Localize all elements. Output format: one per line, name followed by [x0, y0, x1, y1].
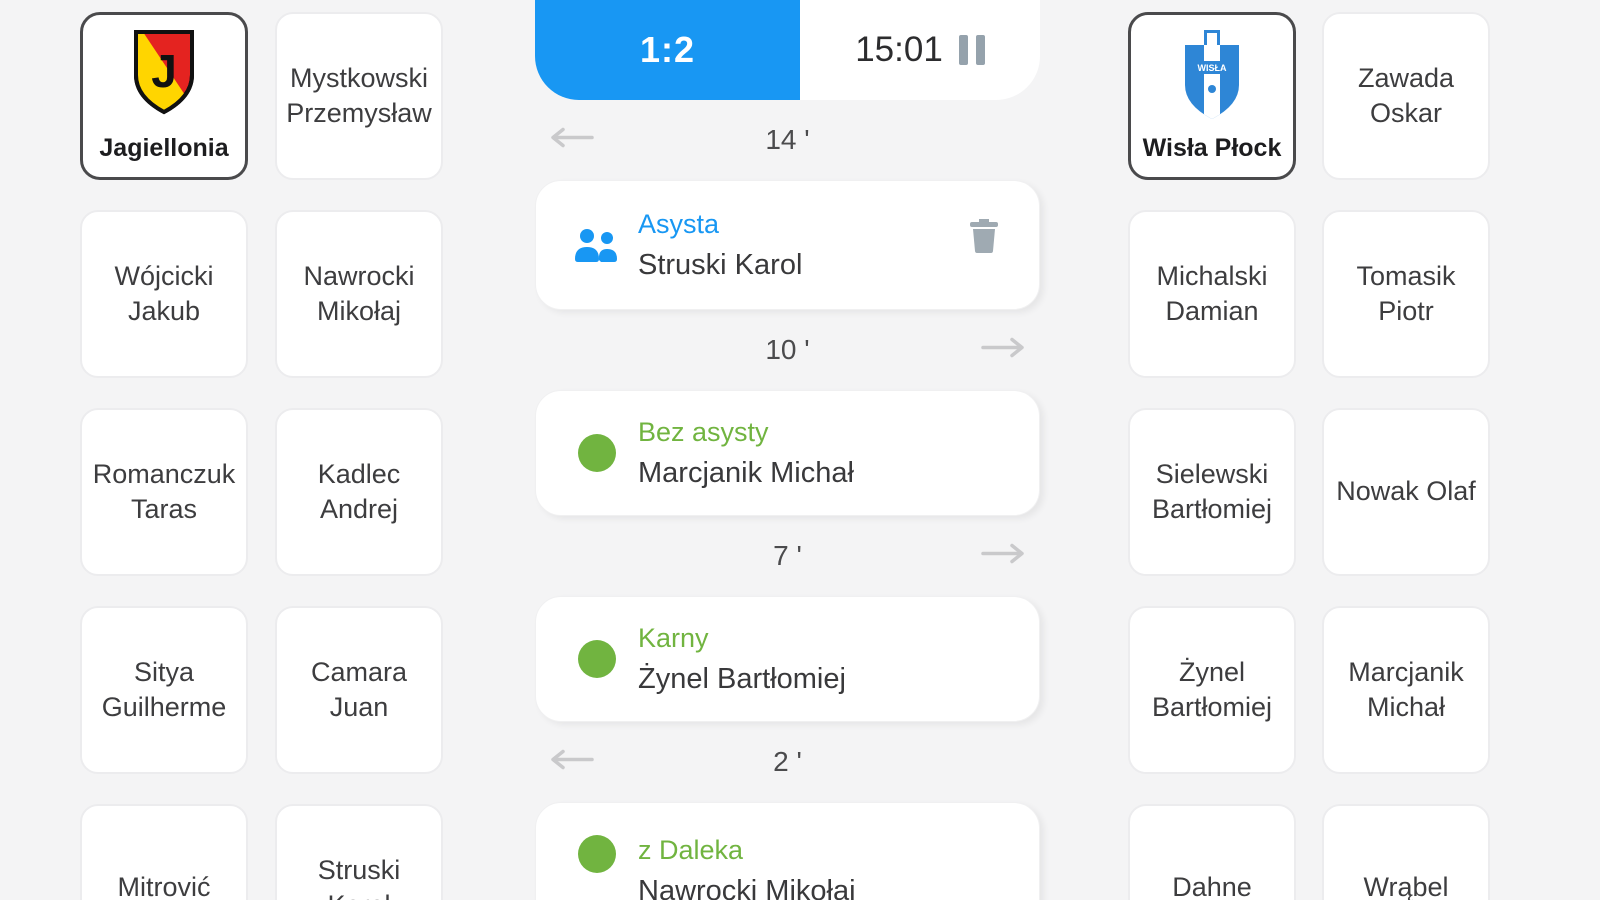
player-card[interactable]: Zawada Oskar: [1322, 12, 1490, 180]
player-card[interactable]: Michalski Damian: [1128, 210, 1296, 378]
player-name: Wójcicki Jakub: [114, 260, 214, 326]
score-value: 1:2: [639, 29, 696, 70]
home-team-panel: J Jagiellonia Mystkowski Przemysław Wójci…: [80, 12, 443, 900]
pause-icon[interactable]: [958, 35, 985, 65]
player-card[interactable]: Dahne: [1128, 804, 1296, 900]
svg-text:WISŁA: WISŁA: [1198, 63, 1227, 73]
event-timeline: 14 ' Asysta Struski Karol 10 ' Bez asysty M…: [535, 100, 1040, 900]
minute-row: 2 ': [535, 722, 1040, 802]
player-card[interactable]: Kadlec Andrej: [275, 408, 443, 576]
event-minute: 14 ': [765, 124, 810, 155]
score-tab[interactable]: 1:2: [535, 0, 800, 100]
minute-row: 7 ': [535, 516, 1040, 596]
player-name: Mystkowski Przemysław: [286, 62, 432, 128]
player-name: Romanczuk Taras: [92, 458, 236, 524]
player-card[interactable]: Sielewski Bartłomiej: [1128, 408, 1296, 576]
event-minute: 2 ': [773, 746, 802, 777]
player-name: Żynel Bartłomiej: [1151, 656, 1273, 722]
timer-tab[interactable]: 15:01: [800, 0, 1040, 100]
player-card[interactable]: Camara Juan: [275, 606, 443, 774]
player-card[interactable]: Sitya Guilherme: [80, 606, 248, 774]
away-team-panel: WISŁA Wisła Płock Zawada Oskar Michalski …: [1128, 12, 1490, 900]
event-type-label: Asysta: [638, 208, 720, 239]
event-player-name: Żynel Bartłomiej: [638, 662, 846, 695]
away-team-card[interactable]: WISŁA Wisła Płock: [1128, 12, 1296, 180]
player-card[interactable]: Tomasik Piotr: [1322, 210, 1490, 378]
minute-row: 14 ': [535, 100, 1040, 180]
arrow-right-icon[interactable]: [980, 337, 1026, 364]
goal-icon: [568, 640, 626, 678]
assist-icon: [568, 227, 626, 263]
event-player-name: Marcjanik Michał: [638, 456, 854, 489]
away-team-logo-icon: WISŁA: [1180, 29, 1244, 130]
event-type-label: Karny: [638, 622, 709, 653]
home-team-card[interactable]: J Jagiellonia: [80, 12, 248, 180]
event-minute: 7 ': [773, 540, 802, 571]
player-name: Marcjanik Michał: [1348, 656, 1464, 722]
player-card[interactable]: Żynel Bartłomiej: [1128, 606, 1296, 774]
event-player-name: Nawrocki Mikołaj: [638, 875, 856, 900]
player-name: Nawrocki Mikołaj: [303, 260, 415, 326]
player-card[interactable]: Mitrović: [80, 804, 248, 900]
player-card[interactable]: Romanczuk Taras: [80, 408, 248, 576]
player-card[interactable]: Mystkowski Przemysław: [275, 12, 443, 180]
player-name: Nowak Olaf: [1336, 476, 1476, 507]
event-card[interactable]: Bez asysty Marcjanik Michał: [535, 390, 1040, 516]
minute-row: 10 ': [535, 310, 1040, 390]
player-card[interactable]: Wójcicki Jakub: [80, 210, 248, 378]
svg-text:J: J: [151, 45, 177, 97]
player-name: Camara Juan: [310, 656, 408, 722]
event-card[interactable]: Asysta Struski Karol: [535, 180, 1040, 310]
arrow-left-icon[interactable]: [549, 127, 595, 154]
player-card[interactable]: Wrąbel: [1322, 804, 1490, 900]
event-type-label: z Daleka: [638, 835, 744, 865]
scoreboard: 1:2 15:01: [535, 0, 1040, 100]
trash-icon: [969, 219, 999, 256]
player-name: Michalski Damian: [1156, 260, 1268, 326]
away-team-name: Wisła Płock: [1142, 134, 1282, 163]
goal-icon: [568, 434, 626, 472]
event-card[interactable]: z Daleka Nawrocki Mikołaj: [535, 802, 1040, 900]
player-name: Zawada Oskar: [1357, 62, 1455, 128]
player-name: Struski Karol: [317, 854, 401, 900]
home-team-logo-icon: J: [129, 29, 199, 130]
player-name: Mitrović: [117, 872, 211, 900]
timer-value: 15:01: [855, 30, 943, 69]
player-name: Kadlec Andrej: [317, 458, 401, 524]
event-player-name: Struski Karol: [638, 248, 803, 281]
player-card[interactable]: Nowak Olaf: [1322, 408, 1490, 576]
delete-event-button[interactable]: [969, 217, 999, 256]
event-type-label: Bez asysty: [638, 416, 769, 447]
player-name: Tomasik Piotr: [1356, 260, 1456, 326]
event-card[interactable]: Karny Żynel Bartłomiej: [535, 596, 1040, 722]
event-minute: 10 ': [765, 334, 810, 365]
arrow-left-icon[interactable]: [549, 749, 595, 776]
arrow-right-icon[interactable]: [980, 543, 1026, 570]
player-card[interactable]: Struski Karol: [275, 804, 443, 900]
home-team-name: Jagiellonia: [99, 134, 229, 163]
player-name: Sielewski Bartłomiej: [1151, 458, 1273, 524]
match-center-column: 1:2 15:01 14 ' Asysta Struski Karol 10 ' B…: [535, 0, 1040, 900]
player-card[interactable]: Marcjanik Michał: [1322, 606, 1490, 774]
player-card[interactable]: Nawrocki Mikołaj: [275, 210, 443, 378]
player-name: Sitya Guilherme: [101, 656, 227, 722]
player-name: Dahne: [1172, 872, 1252, 900]
goal-icon: [568, 835, 626, 873]
player-name: Wrąbel: [1363, 872, 1449, 900]
